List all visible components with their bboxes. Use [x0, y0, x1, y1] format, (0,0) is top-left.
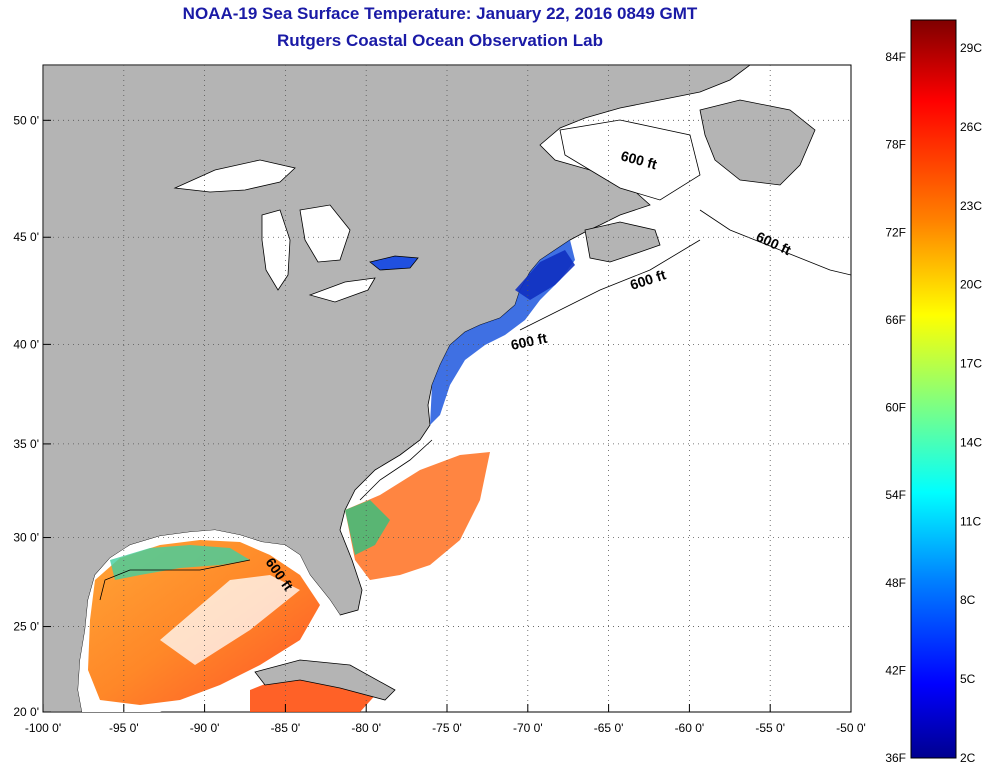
- colorbar-c-label: 23C: [960, 199, 982, 213]
- longitude-label: -75 0': [432, 721, 462, 735]
- colorbar-f-label: 36F: [885, 751, 906, 765]
- latitude-label: 35 0': [13, 437, 39, 451]
- colorbar-f-label: 78F: [885, 138, 906, 152]
- cuba-land: [254, 659, 396, 701]
- latitude-ticks: 50 0' 45 0' 40 0' 35 0' 30 0' 25 0' 20 0': [13, 113, 51, 719]
- gulf-st-lawrence: [559, 119, 701, 201]
- colorbar-f-label: 42F: [885, 663, 906, 677]
- longitude-label: -80 0': [351, 721, 381, 735]
- colorbar-c-label: 29C: [960, 41, 982, 55]
- lake-erie: [308, 277, 376, 303]
- isobath-line-north: [699, 209, 851, 276]
- nova-scotia-land: [584, 221, 661, 263]
- latitude-label: 45 0': [13, 230, 39, 244]
- longitude-label: -55 0': [755, 721, 785, 735]
- longitude-label: -70 0': [513, 721, 543, 735]
- lake-huron: [299, 204, 351, 263]
- lake-superior: [173, 159, 296, 193]
- longitude-label: -50 0': [836, 721, 866, 735]
- latitude-label: 40 0': [13, 337, 39, 351]
- colorbar-c-label: 17C: [960, 357, 982, 371]
- isobath-line-mid: [519, 239, 701, 331]
- longitude-ticks: -100 0' -95 0' -90 0' -85 0' -80 0' -75 0' -70…: [25, 704, 866, 735]
- colorbar-f-label: 54F: [885, 488, 906, 502]
- longitude-label: -100 0': [25, 721, 61, 735]
- isobath-line-gulf: [99, 559, 251, 601]
- latitude-label: 50 0': [13, 113, 39, 127]
- colorbar-f-label: 66F: [885, 313, 906, 327]
- colorbar-c-label: 11C: [960, 514, 981, 528]
- latitude-label: 30 0': [13, 531, 39, 545]
- sst-gulf-cool-edge: [110, 545, 250, 580]
- sst-atlantic-green: [345, 500, 390, 555]
- colorbar-f-label: 48F: [885, 576, 906, 590]
- colorbar-f-label: 60F: [885, 401, 906, 415]
- isobath-label: 600 ft: [509, 330, 548, 353]
- lake-michigan: [261, 209, 291, 291]
- colorbar-f-label: 84F: [885, 50, 906, 64]
- colorbar-c-label: 20C: [960, 278, 982, 292]
- latitude-label: 25 0': [13, 620, 39, 634]
- colorbar-celsius-labels: 29C 26C 23C 20C 17C 14C 11C 8C 5C 2C: [960, 41, 982, 765]
- colorbar-c-label: 8C: [960, 593, 976, 607]
- colorbar: [910, 19, 957, 759]
- longitude-label: -85 0': [271, 721, 301, 735]
- longitude-label: -60 0': [675, 721, 705, 735]
- longitude-label: -95 0': [109, 721, 139, 735]
- longitude-label: -65 0': [594, 721, 624, 735]
- colorbar-f-label: 72F: [885, 225, 906, 239]
- colorbar-c-label: 5C: [960, 672, 976, 686]
- map-subtitle: Rutgers Coastal Ocean Observation Lab: [277, 31, 603, 50]
- colorbar-c-label: 14C: [960, 435, 982, 449]
- isobath-line-south: [359, 439, 433, 501]
- latitude-label: 20 0': [13, 705, 39, 719]
- colorbar-c-label: 26C: [960, 120, 982, 134]
- map-title: NOAA-19 Sea Surface Temperature: January…: [182, 4, 698, 23]
- longitude-label: -90 0': [190, 721, 220, 735]
- sst-gulf-maine: [515, 250, 575, 300]
- newfoundland-land: [699, 99, 816, 186]
- lake-ontario: [369, 255, 419, 271]
- sst-gulf-cloud: [160, 575, 300, 665]
- sst-atlantic-warm: [345, 452, 490, 580]
- colorbar-fahrenheit-labels: 84F 78F 72F 66F 60F 54F 48F 42F 36F: [885, 50, 906, 765]
- colorbar-c-label: 2C: [960, 751, 976, 765]
